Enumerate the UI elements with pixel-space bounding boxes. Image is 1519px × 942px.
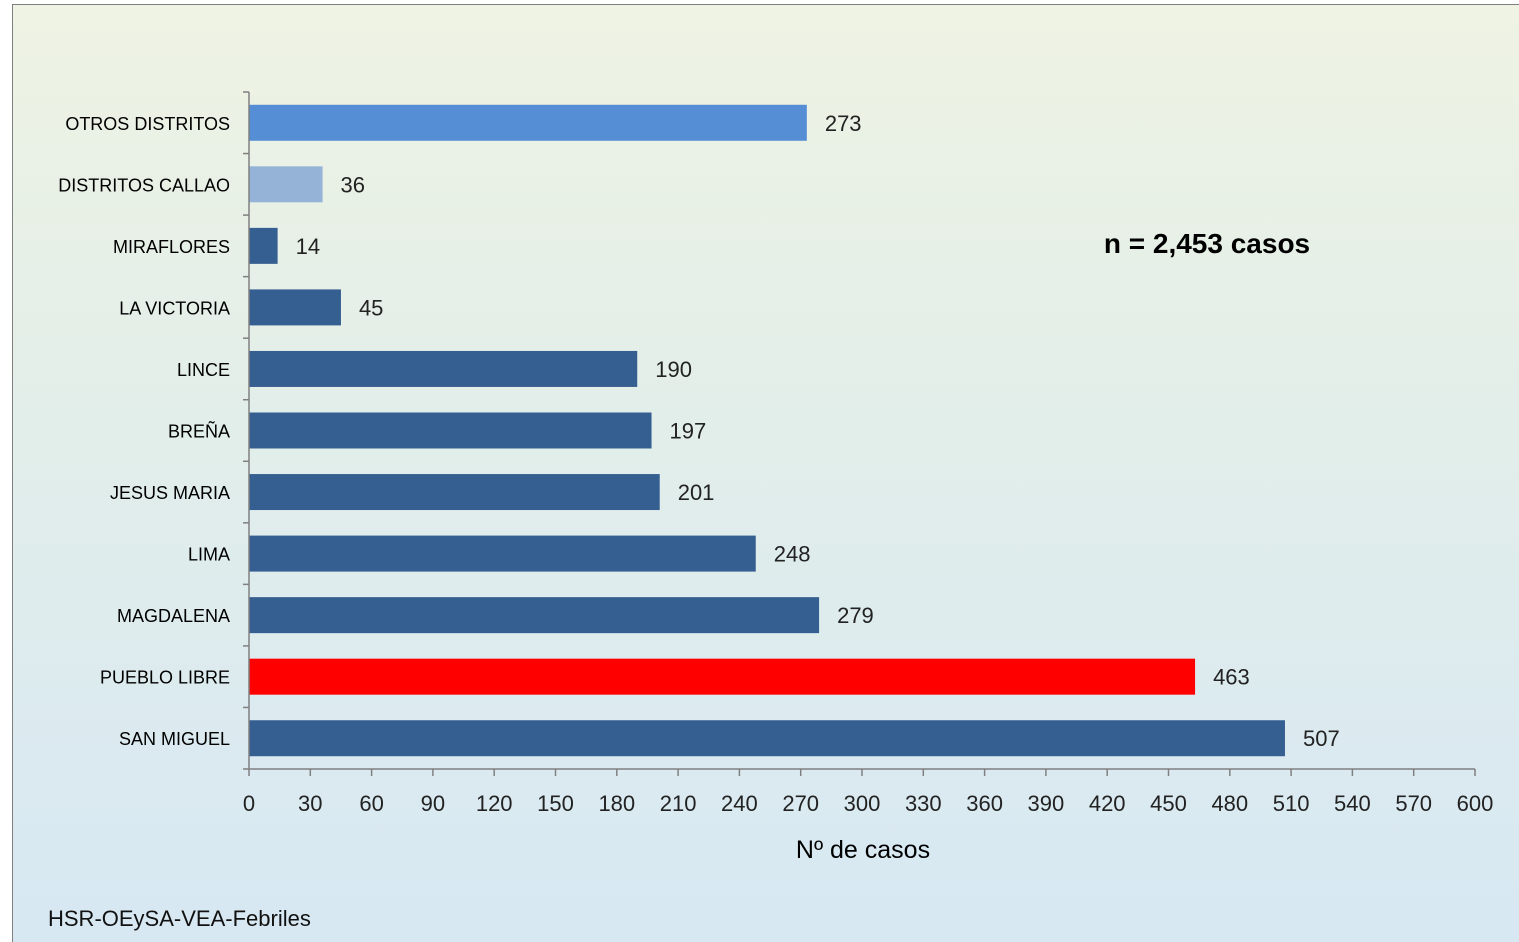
x-tick-label-90: 90 <box>421 791 445 816</box>
x-tick-label-510: 510 <box>1273 791 1310 816</box>
data-label-distritos-callao: 36 <box>341 172 365 197</box>
category-label-lima: LIMA <box>188 545 230 565</box>
x-tick-label-570: 570 <box>1395 791 1432 816</box>
category-label-distritos-callao: DISTRITOS CALLAO <box>58 175 230 195</box>
bar-la-victoria <box>249 289 341 326</box>
bar-miraflores <box>249 227 278 264</box>
x-tick-label-390: 390 <box>1028 791 1065 816</box>
data-label-la-victoria: 45 <box>359 295 383 320</box>
bar-breña <box>249 412 652 449</box>
x-tick-label-0: 0 <box>243 791 255 816</box>
data-label-san-miguel: 507 <box>1303 726 1340 751</box>
chart-area <box>12 4 1519 942</box>
labels: 507 SAN MIGUEL 463 PUEBLO LIBRE 279 MAGDALENA… <box>58 111 1493 816</box>
x-tick-label-210: 210 <box>660 791 697 816</box>
data-label-breña: 197 <box>670 419 707 444</box>
bar-san-miguel <box>249 720 1285 757</box>
category-label-miraflores: MIRAFLORES <box>113 237 230 257</box>
x-axis-title: Nº de casos <box>796 836 930 864</box>
x-tick-label-150: 150 <box>537 791 574 816</box>
data-label-lince: 190 <box>655 357 692 382</box>
total-cases-annotation: n = 2,453 casos <box>1104 228 1310 259</box>
x-tick-label-420: 420 <box>1089 791 1126 816</box>
bar-pueblo-libre <box>249 658 1196 695</box>
data-label-jesus-maria: 201 <box>678 480 715 505</box>
category-label-pueblo-libre: PUEBLO LIBRE <box>100 668 230 688</box>
x-tick-label-120: 120 <box>476 791 513 816</box>
x-tick-label-600: 600 <box>1457 791 1494 816</box>
bar-lima <box>249 535 756 572</box>
x-tick-label-30: 30 <box>298 791 322 816</box>
category-label-lince: LINCE <box>177 360 230 380</box>
category-label-jesus-maria: JESUS MARIA <box>110 483 230 503</box>
x-tick-label-300: 300 <box>844 791 881 816</box>
x-tick-label-480: 480 <box>1211 791 1248 816</box>
source-note: HSR-OEySA-VEA-Febriles <box>48 906 311 931</box>
category-label-magdalena: MAGDALENA <box>117 606 230 626</box>
x-tick-label-240: 240 <box>721 791 758 816</box>
category-label-san-miguel: SAN MIGUEL <box>119 729 230 749</box>
category-label-la-victoria: LA VICTORIA <box>119 298 230 318</box>
x-tick-label-180: 180 <box>598 791 635 816</box>
bar-magdalena <box>249 597 820 634</box>
category-label-breña: BREÑA <box>168 421 230 442</box>
bar-otros-distritos <box>249 104 807 141</box>
data-label-miraflores: 14 <box>296 234 320 259</box>
bar-jesus-maria <box>249 474 660 511</box>
category-label-otros-distritos: OTROS DISTRITOS <box>65 114 230 134</box>
axes <box>243 91 1476 776</box>
data-label-otros-distritos: 273 <box>825 111 862 136</box>
bar-distritos-callao <box>249 166 323 203</box>
x-tick-label-60: 60 <box>359 791 383 816</box>
data-label-pueblo-libre: 463 <box>1213 665 1250 690</box>
x-tick-label-330: 330 <box>905 791 942 816</box>
x-tick-label-540: 540 <box>1334 791 1371 816</box>
data-label-magdalena: 279 <box>837 603 874 628</box>
x-tick-label-450: 450 <box>1150 791 1187 816</box>
data-label-lima: 248 <box>774 542 811 567</box>
x-tick-label-360: 360 <box>966 791 1003 816</box>
bars <box>249 104 1285 757</box>
bar-lince <box>249 350 638 387</box>
x-tick-label-270: 270 <box>782 791 819 816</box>
